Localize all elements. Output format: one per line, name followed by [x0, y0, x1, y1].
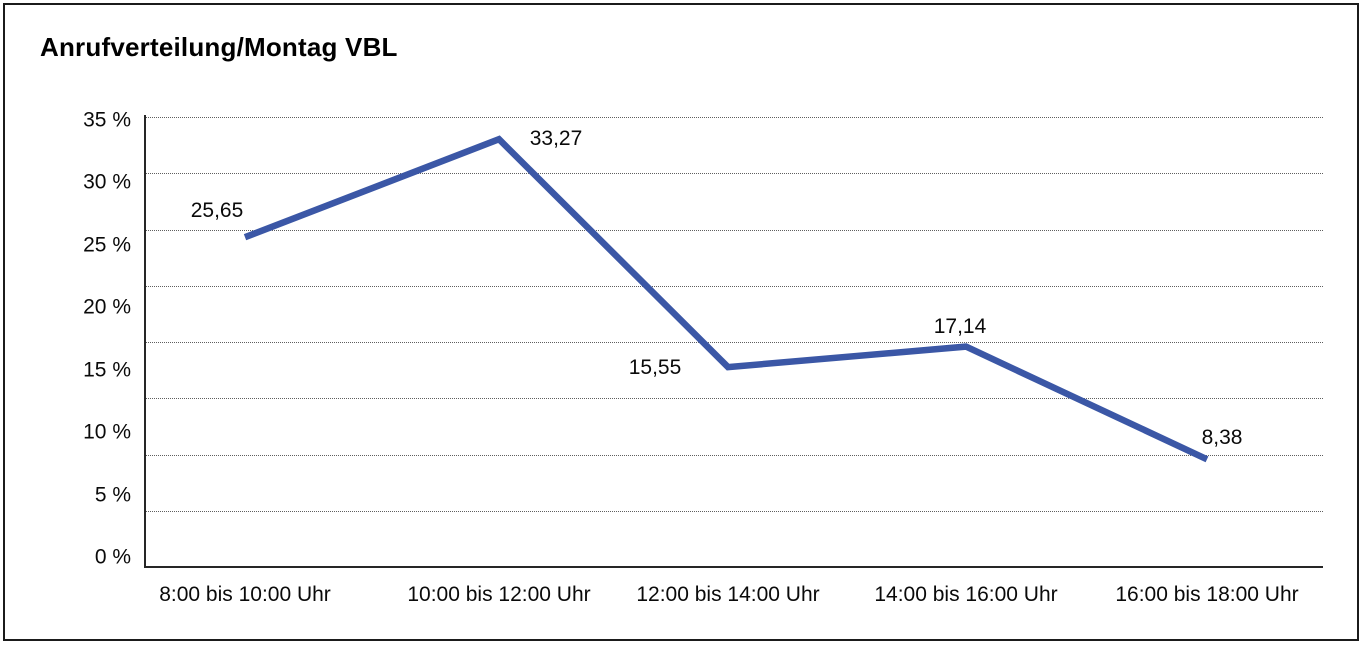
y-tick-label: 15 % — [83, 357, 131, 381]
gridline — [145, 117, 1323, 118]
x-category-label: 8:00 bis 10:00 Uhr — [159, 583, 331, 606]
point-value-label: 25,65 — [190, 199, 244, 223]
y-tick-label: 5 % — [94, 482, 131, 506]
gridline — [145, 510, 1323, 512]
line-series — [243, 135, 1209, 463]
gridline — [145, 342, 1323, 343]
gridline — [145, 454, 1323, 456]
point-value-label: 15,55 — [628, 356, 682, 380]
x-category-label: 14:00 bis 16:00 Uhr — [874, 583, 1058, 606]
y-axis-line — [144, 115, 146, 568]
x-axis-line — [144, 566, 1323, 568]
gridline — [145, 229, 1323, 231]
point-value-label: 33,27 — [529, 127, 583, 151]
gridline — [145, 285, 1323, 287]
y-tick-label: 25 % — [83, 233, 131, 257]
y-tick-label: 10 % — [83, 420, 131, 444]
chart-title: Anrufverteilung/Montag VBL — [40, 32, 398, 62]
x-category-label: 16:00 bis 18:00 Uhr — [1115, 583, 1299, 606]
y-tick-label: 30 % — [83, 170, 131, 194]
x-category-label: 10:00 bis 12:00 Uhr — [407, 583, 591, 606]
y-tick-label: 35 % — [83, 108, 131, 132]
gridline — [145, 398, 1323, 400]
y-tick-label: 20 % — [83, 295, 131, 319]
chart-frame: Anrufverteilung/Montag VBL 35 % 30 % 25 % 2… — [3, 3, 1359, 641]
y-tick-label: 0 % — [94, 545, 131, 569]
point-value-label: 17,14 — [933, 314, 987, 338]
series-line — [243, 135, 1209, 463]
gridline — [145, 173, 1323, 175]
x-category-label: 12:00 bis 14:00 Uhr — [636, 583, 820, 606]
point-value-label: 8,38 — [1201, 426, 1243, 450]
